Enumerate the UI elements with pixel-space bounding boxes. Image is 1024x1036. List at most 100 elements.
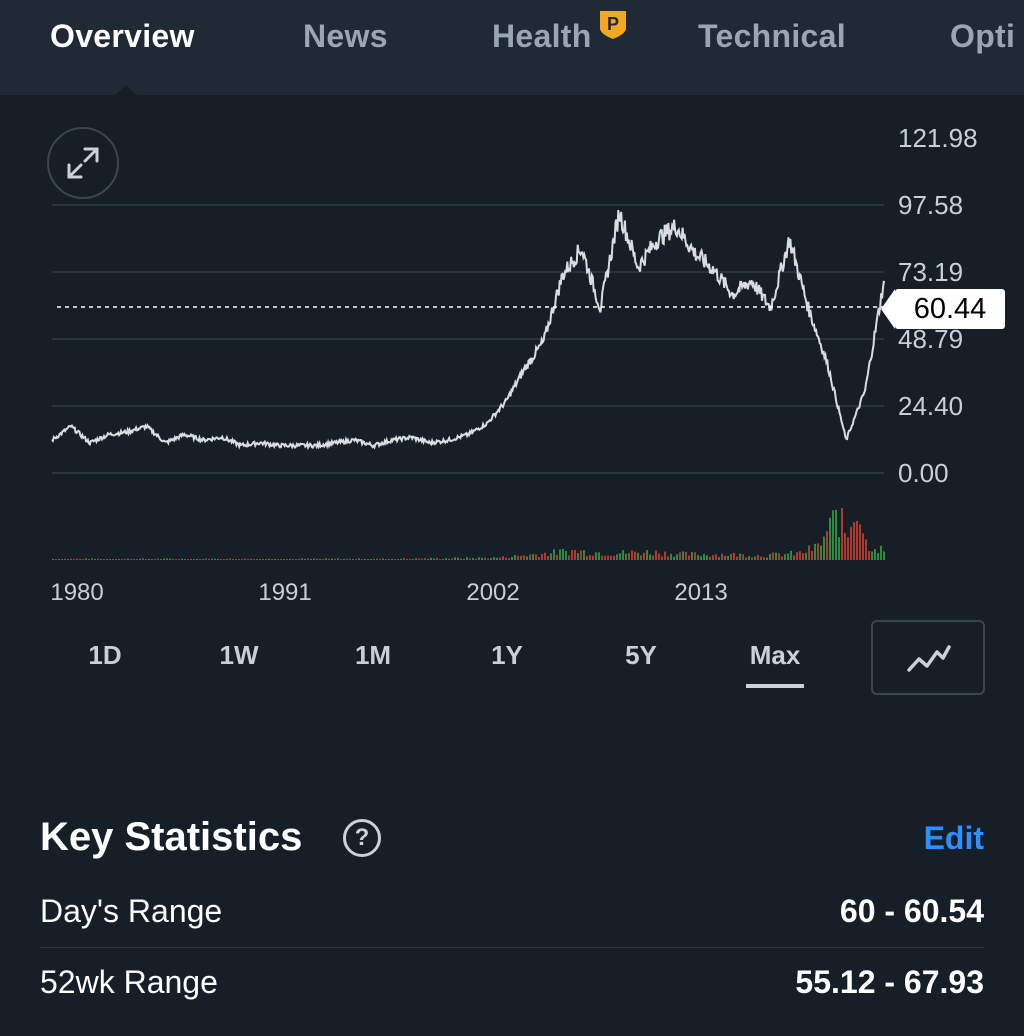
volume-bar — [859, 524, 861, 560]
volume-bar — [547, 556, 549, 560]
volume-bar — [346, 558, 348, 560]
volume-bar — [691, 552, 693, 560]
tab-overview[interactable]: Overview — [50, 18, 195, 54]
volume-bar — [319, 558, 321, 560]
volume-bar — [802, 553, 804, 560]
volume-bar — [631, 550, 633, 560]
volume-bar — [718, 557, 720, 560]
volume-bar — [835, 509, 837, 560]
volume-bar — [700, 556, 702, 560]
volume-bar — [574, 549, 576, 560]
volume-bar — [862, 533, 864, 560]
volume-bar — [58, 558, 60, 560]
range-1y[interactable]: 1Y — [491, 640, 523, 670]
volume-bar — [139, 558, 141, 560]
volume-bar — [589, 555, 591, 560]
pro-badge-icon: P — [600, 11, 626, 39]
volume-bar — [868, 551, 870, 560]
tab-news[interactable]: News — [303, 18, 388, 54]
volume-bar — [154, 559, 156, 560]
volume-bar — [772, 552, 774, 560]
volume-bar — [571, 550, 573, 560]
tab-technical[interactable]: Technical — [698, 18, 846, 54]
edit-stats-link[interactable]: Edit — [923, 820, 984, 856]
volume-bar — [355, 559, 357, 560]
volume-bar — [787, 553, 789, 560]
help-icon[interactable]: ? — [343, 819, 381, 857]
volume-bar — [91, 558, 93, 560]
volume-bar — [532, 554, 534, 560]
volume-bar — [250, 558, 252, 560]
volume-bar — [70, 558, 72, 560]
volume-bar — [130, 559, 132, 560]
volume-bar — [142, 558, 144, 560]
y-tick-label: 0.00 — [898, 458, 949, 488]
volume-bar — [751, 557, 753, 560]
volume-bar — [271, 559, 273, 560]
volume-bar — [817, 543, 819, 560]
volume-bar — [496, 557, 498, 560]
volume-bar — [313, 558, 315, 560]
volume-bar — [838, 537, 840, 560]
svg-text:P: P — [607, 14, 619, 34]
volume-bar — [610, 555, 612, 560]
y-tick-label: 48.79 — [898, 324, 963, 354]
volume-bar — [640, 555, 642, 560]
volume-bar — [220, 559, 222, 560]
volume-bar — [409, 558, 411, 560]
range-1w[interactable]: 1W — [219, 640, 259, 670]
range-5y[interactable]: 5Y — [625, 640, 657, 670]
volume-bar — [124, 558, 126, 560]
volume-bar — [679, 552, 681, 560]
range-max[interactable]: Max — [749, 640, 801, 670]
volume-bar — [592, 555, 594, 560]
volume-bar — [112, 559, 114, 560]
range-1m[interactable]: 1M — [354, 640, 392, 670]
volume-bar — [601, 555, 603, 560]
volume-bar — [295, 559, 297, 560]
volume-bar — [394, 558, 396, 560]
volume-bar — [730, 553, 732, 560]
volume-bar — [763, 557, 765, 560]
expand-chart-button[interactable] — [47, 127, 119, 199]
volume-bar — [157, 558, 159, 560]
volume-bar — [697, 555, 699, 560]
volume-bar — [211, 558, 213, 560]
volume-bar — [202, 559, 204, 560]
volume-bar — [460, 558, 462, 560]
volume-bar — [427, 558, 429, 560]
volume-bar — [505, 557, 507, 560]
volume-bar — [616, 554, 618, 560]
volume-bar — [229, 558, 231, 560]
volume-bar — [349, 558, 351, 560]
volume-bar — [286, 558, 288, 560]
volume-bar — [418, 558, 420, 560]
volume-bar — [76, 558, 78, 560]
stat-label: 52wk Range — [40, 964, 218, 1000]
volume-bar — [820, 545, 822, 560]
volume-bar — [97, 558, 99, 560]
volume-bar — [829, 517, 831, 560]
volume-bar — [724, 555, 726, 560]
volume-bar — [544, 552, 546, 560]
volume-bar — [538, 557, 540, 560]
stat-label: Day's Range — [40, 893, 223, 929]
volume-bar — [163, 558, 165, 560]
volume-bar — [88, 559, 90, 560]
volume-bar — [82, 559, 84, 560]
chart-type-button[interactable] — [871, 620, 985, 695]
price-chart[interactable]: 0.00 24.40 48.79 73.19 97.58 121.98 1980 1991 20… — [0, 100, 1024, 620]
volume-bar — [175, 559, 177, 560]
range-1d[interactable]: 1D — [88, 640, 122, 670]
volume-bar — [241, 559, 243, 560]
tab-health[interactable]: Health — [492, 18, 592, 54]
volume-bar — [433, 558, 435, 560]
volume-bar — [508, 558, 510, 560]
volume-bar — [775, 552, 777, 560]
volume-bar — [529, 554, 531, 560]
volume-bar — [322, 558, 324, 560]
tab-options[interactable]: Opti — [950, 18, 1016, 54]
volume-bar — [823, 536, 825, 560]
volume-bar — [655, 550, 657, 560]
volume-bar — [391, 558, 393, 560]
